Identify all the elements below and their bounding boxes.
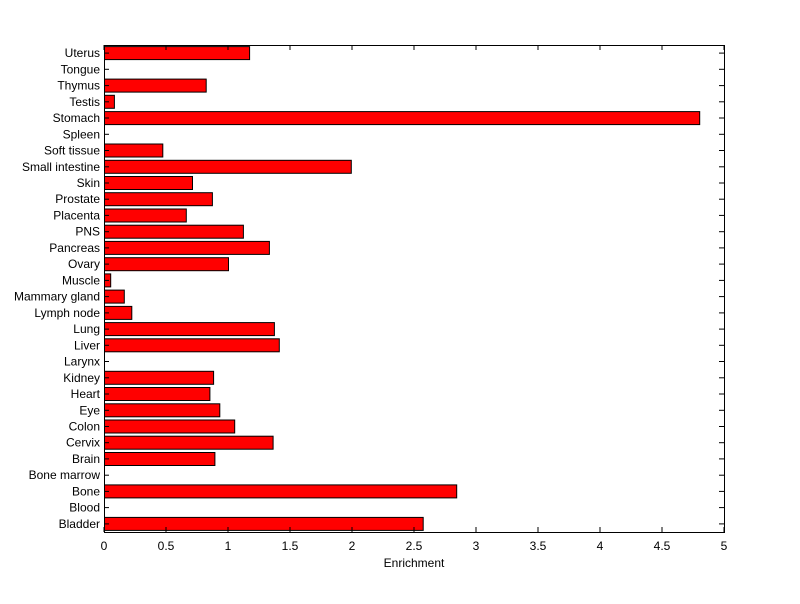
x-tick-label: 0 [101,539,108,553]
bar [104,176,193,190]
x-tick-label: 1.5 [282,539,299,553]
category-label: Liver [74,338,100,352]
category-label: Uterus [65,46,100,60]
category-label: Skin [77,176,100,190]
bar [104,484,458,499]
category-label: Muscle [62,273,100,287]
category-label: Bone marrow [29,468,101,482]
bar [104,452,216,466]
category-label: Stomach [53,111,100,125]
x-tick-label: 4.5 [654,539,671,553]
category-label: Blood [69,501,100,515]
bar [104,111,701,126]
category-label: Prostate [55,192,100,206]
x-tick-label: 3 [473,539,480,553]
category-label: Testis [69,95,100,109]
axes-frame [104,45,725,533]
category-label: Colon [69,420,100,434]
bars-layer [104,46,701,531]
bar [104,338,280,353]
bar [104,240,270,255]
category-label: Placenta [53,208,100,222]
bar [104,387,211,401]
x-tick-label: 1 [225,539,232,553]
category-label: Eye [79,403,100,417]
category-label: Cervix [66,436,100,450]
category-label: Spleen [63,127,100,141]
category-label: Brain [72,452,100,466]
bar [104,78,207,93]
category-label: Lung [73,322,100,336]
x-tick-label: 0.5 [158,539,175,553]
x-axis-label: Enrichment [384,556,445,570]
category-label: PNS [75,225,100,239]
bar [104,208,187,223]
category-label: Kidney [63,371,100,385]
category-label: Ovary [68,257,100,271]
bar [104,516,424,531]
bar [104,403,221,418]
x-tick-label: 3.5 [530,539,547,553]
bar [104,322,275,337]
category-label: Bone [72,484,100,498]
bar [104,435,274,450]
category-label: Heart [71,387,101,401]
category-label: Bladder [59,517,100,531]
bar [104,419,236,434]
x-tick-label: 4 [597,539,604,553]
bar [104,159,352,174]
bar [104,224,244,239]
labels-layer: Bladder Blood Bone Bone marrow Brain Cervix Co… [14,46,728,553]
category-label: Tongue [61,62,101,76]
x-tick-label: 2.5 [406,539,423,553]
x-tick-label: 2 [349,539,356,553]
bar [104,257,229,272]
bar [104,370,215,385]
x-tick-label: 5 [721,539,728,553]
category-label: Soft tissue [44,144,100,158]
category-label: Lymph node [34,306,100,320]
category-label: Thymus [57,79,100,93]
category-label: Pancreas [49,241,100,255]
bar [104,192,213,207]
category-label: Larynx [64,355,100,369]
category-label: Small intestine [22,160,100,174]
category-label: Mammary gland [14,290,100,304]
bar [104,143,164,158]
